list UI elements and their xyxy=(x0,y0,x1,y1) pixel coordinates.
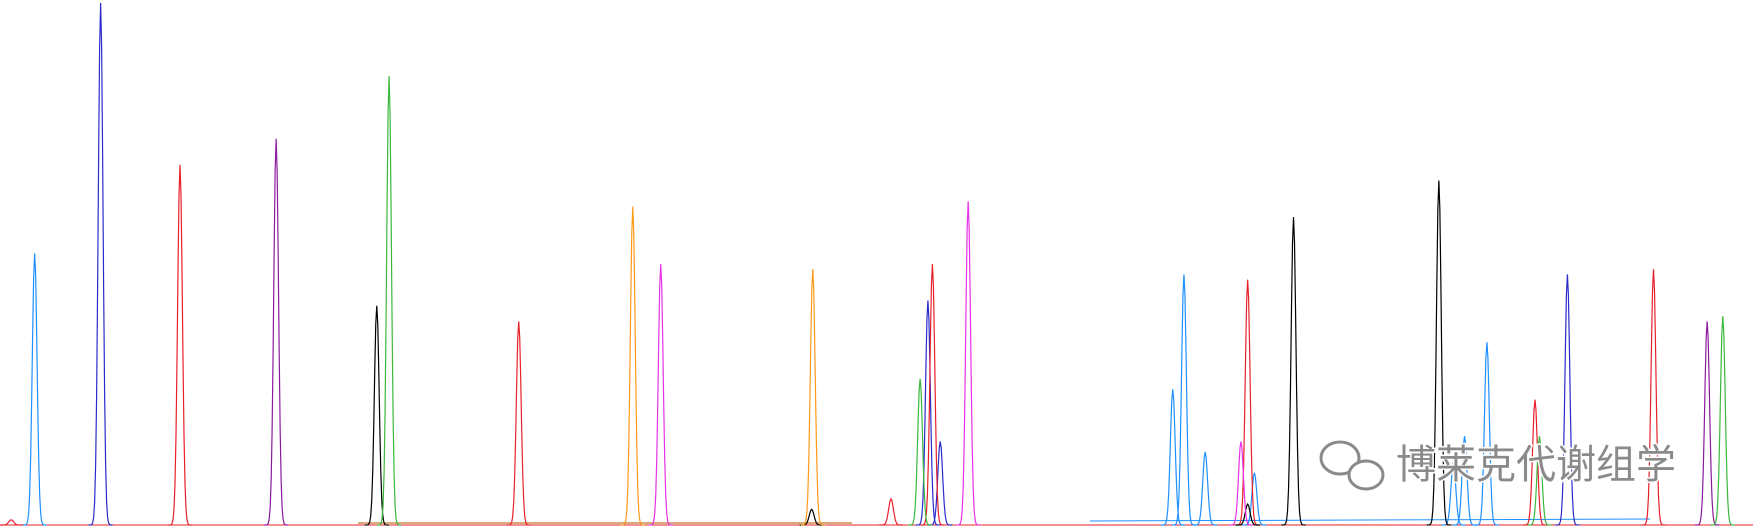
peak xyxy=(506,321,531,526)
wechat-icon xyxy=(1319,440,1361,476)
peak xyxy=(1710,316,1735,526)
peak xyxy=(1452,436,1477,526)
peak xyxy=(920,263,945,526)
baseline xyxy=(1089,518,1651,522)
peak xyxy=(1228,441,1253,526)
peaks xyxy=(0,2,1735,526)
peak xyxy=(264,138,289,526)
peak xyxy=(1555,274,1580,526)
watermark-text: 博莱克代谢组学 xyxy=(1396,442,1676,488)
peak xyxy=(1242,472,1267,526)
peak xyxy=(1641,269,1666,526)
peak xyxy=(1281,216,1306,526)
peak xyxy=(928,441,953,526)
peak xyxy=(1695,321,1720,526)
peak xyxy=(1522,399,1547,526)
peak xyxy=(1474,342,1499,526)
peak xyxy=(1235,279,1260,526)
peak xyxy=(1171,274,1196,526)
peak xyxy=(648,263,673,526)
watermark: 博莱克代谢组学 xyxy=(1319,440,1678,491)
peak xyxy=(1160,389,1185,526)
peak xyxy=(167,164,193,526)
peak xyxy=(377,76,402,526)
peak xyxy=(364,305,389,526)
peak xyxy=(1235,502,1260,526)
peak xyxy=(1441,462,1466,526)
wechat-icon xyxy=(1347,459,1385,491)
peak xyxy=(620,206,645,526)
peak xyxy=(879,497,904,526)
peak xyxy=(915,300,940,526)
peak xyxy=(800,269,825,526)
peak xyxy=(956,201,981,526)
peak xyxy=(22,253,47,526)
peak xyxy=(88,2,113,526)
peak xyxy=(908,378,933,526)
peak xyxy=(1193,451,1218,526)
peak xyxy=(1426,180,1451,526)
peak xyxy=(1527,436,1552,526)
peak xyxy=(0,519,24,526)
